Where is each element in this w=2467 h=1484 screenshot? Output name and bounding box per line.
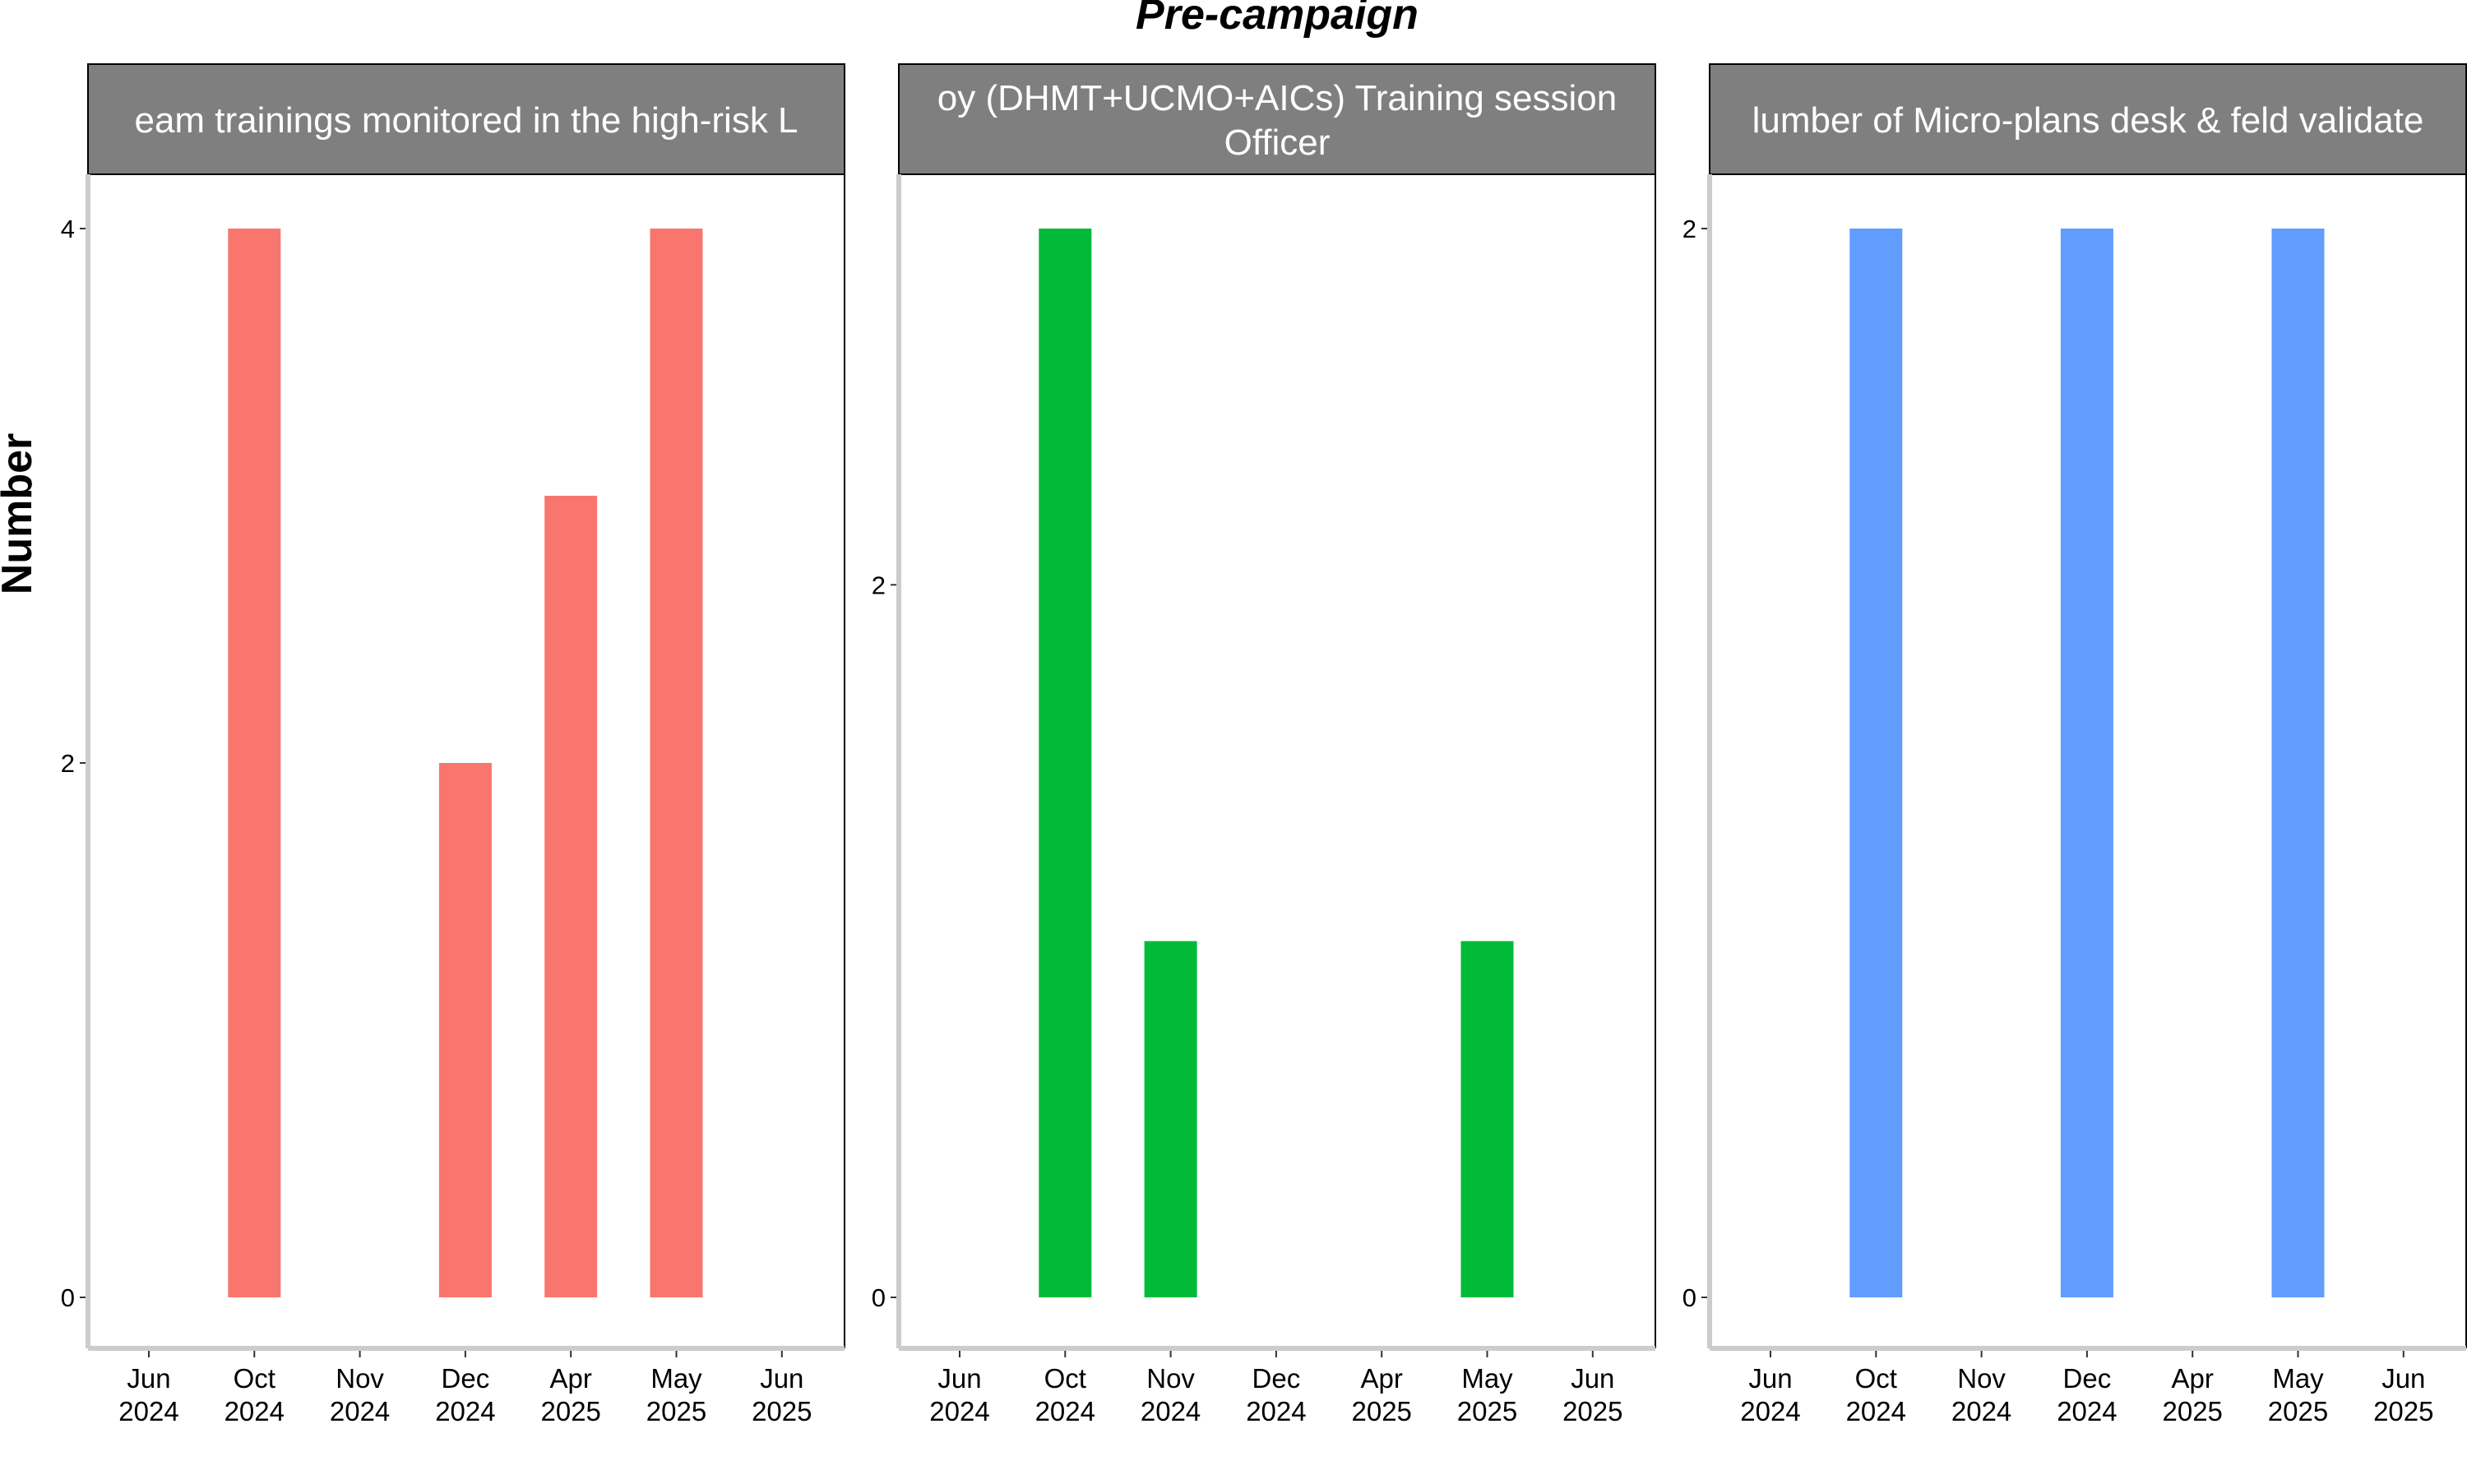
x-tick-label-month: Jun (2381, 1363, 2425, 1394)
x-tick-label-month: Oct (1855, 1363, 1897, 1394)
x-tick-label-month: May (1461, 1363, 1513, 1394)
y-tick-label: 0 (872, 1283, 886, 1312)
bar (1849, 229, 1903, 1297)
y-tick-label: 4 (61, 215, 75, 243)
x-tick-label-month: Jun (937, 1363, 981, 1394)
panel-1: eam trainings monitored in the high-risk… (61, 63, 845, 1426)
y-tick-label: 2 (1682, 215, 1696, 243)
x-tick-label-year: 2025 (2268, 1396, 2328, 1426)
x-tick-label-year: 2025 (2373, 1396, 2433, 1426)
x-tick-label-year: 2024 (929, 1396, 989, 1426)
x-tick-label-month: Apr (550, 1363, 592, 1394)
bar (650, 229, 703, 1297)
panel-strip-label: lumber of Micro-plans desk & feld valida… (1752, 100, 2424, 141)
x-tick-label-month: Nov (1957, 1363, 2006, 1394)
panel-strip-label: eam trainings monitored in the high-risk… (134, 100, 798, 141)
x-tick-label-month: May (650, 1363, 702, 1394)
x-tick-label-year: 2024 (1246, 1396, 1306, 1426)
x-tick-label-year: 2024 (1141, 1396, 1201, 1426)
panels-layer: eam trainings monitored in the high-risk… (61, 63, 2467, 1426)
x-tick-label-month: Apr (1361, 1363, 1403, 1394)
y-tick-label: 2 (61, 749, 75, 778)
y-tick-label: 0 (1682, 1283, 1696, 1312)
x-tick-label-month: Jun (127, 1363, 170, 1394)
x-tick-label-month: Oct (234, 1363, 275, 1394)
bar (1144, 941, 1197, 1297)
x-tick-label-month: Dec (2063, 1363, 2112, 1394)
x-tick-label-month: May (2272, 1363, 2324, 1394)
panel-3: lumber of Micro-plans desk & feld valida… (1682, 63, 2467, 1426)
x-tick-label-year: 2024 (1846, 1396, 1906, 1426)
x-tick-label-year: 2025 (752, 1396, 812, 1426)
x-tick-label-year: 2024 (1035, 1396, 1095, 1426)
x-tick-label-year: 2024 (2057, 1396, 2117, 1426)
bar (1460, 941, 1514, 1297)
panel-strip-1 (87, 63, 845, 175)
x-tick-label-year: 2025 (540, 1396, 600, 1426)
x-tick-label-year: 2025 (2162, 1396, 2222, 1426)
x-tick-label-year: 2025 (1351, 1396, 1411, 1426)
panel-strip-label: Officer (1224, 123, 1331, 163)
x-tick-label-month: Nov (336, 1363, 384, 1394)
x-tick-label-year: 2025 (1562, 1396, 1622, 1426)
chart-title: Pre-campaign (1136, 0, 1419, 39)
panel-2: oy (DHMT+UCMO+AICs) Training session Offi… (872, 63, 1656, 1426)
x-tick-label-month: Apr (2172, 1363, 2214, 1394)
x-tick-label-year: 2024 (118, 1396, 178, 1426)
bar (2060, 229, 2113, 1297)
x-tick-label-year: 2024 (1951, 1396, 2011, 1426)
x-tick-label-month: Oct (1044, 1363, 1086, 1394)
panel-strip-2 (898, 63, 1656, 175)
x-tick-label-year: 2025 (646, 1396, 706, 1426)
x-tick-label-year: 2024 (435, 1396, 495, 1426)
bar (228, 229, 281, 1297)
panel-strip-label: oy (DHMT+UCMO+AICs) Training session (937, 78, 1617, 118)
x-tick-label-month: Jun (760, 1363, 803, 1394)
y-axis-label: Number (0, 433, 41, 594)
x-tick-label-month: Dec (1252, 1363, 1301, 1394)
bar (2271, 229, 2325, 1297)
x-tick-label-month: Jun (1748, 1363, 1792, 1394)
x-tick-label-month: Jun (1571, 1363, 1614, 1394)
x-tick-label-month: Dec (442, 1363, 490, 1394)
x-tick-label-year: 2024 (224, 1396, 285, 1426)
x-tick-label-month: Nov (1146, 1363, 1195, 1394)
x-tick-label-year: 2024 (330, 1396, 390, 1426)
y-tick-label: 0 (61, 1283, 75, 1312)
bar (544, 496, 598, 1297)
x-tick-label-year: 2024 (1740, 1396, 1800, 1426)
x-tick-label-year: 2025 (1457, 1396, 1517, 1426)
y-tick-label: 2 (872, 571, 886, 599)
bar (1039, 229, 1092, 1297)
panel-strip-3 (1709, 63, 2467, 175)
bar (438, 763, 492, 1297)
